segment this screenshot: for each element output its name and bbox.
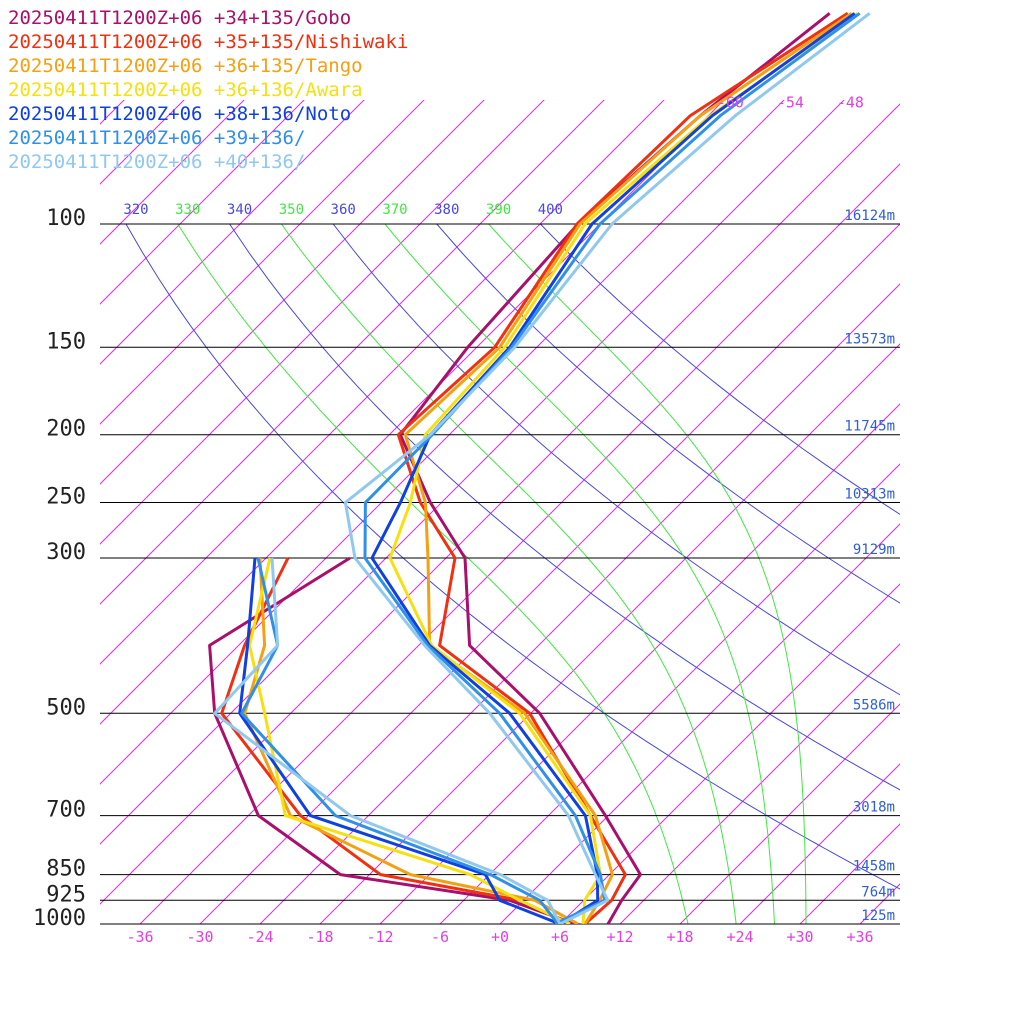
isotherm xyxy=(259,283,900,924)
x-tick-label: -30 xyxy=(186,928,213,946)
legend-entry: 20250411T1200Z+06 +36+136/Awara xyxy=(8,79,363,101)
moist-adiabat xyxy=(280,224,737,924)
isotherm xyxy=(100,103,900,905)
isotherm xyxy=(379,403,900,924)
x-tick-label: +36 xyxy=(846,928,873,946)
x-tick-label: +6 xyxy=(551,928,569,946)
legend-entry: 20250411T1200Z+06 +36+135/Tango xyxy=(8,55,363,77)
labels: -36 -30 -24 -18 -12 -6 +0 +6 +12 +18 +24 +30 +36 -60 -… xyxy=(8,7,895,946)
height-label: 764m xyxy=(861,884,895,900)
isotherm xyxy=(619,643,900,924)
x-tick-label: -6 xyxy=(431,928,449,946)
isotherm xyxy=(100,100,425,425)
dewpoint-line xyxy=(208,556,576,924)
isotherm xyxy=(439,463,900,924)
isotherm xyxy=(100,100,245,245)
x-tick-label: +18 xyxy=(666,928,693,946)
temperature-line xyxy=(403,12,853,924)
isotherm xyxy=(100,100,185,185)
height-label: 11745m xyxy=(844,419,895,435)
x-tick-label: +24 xyxy=(726,928,753,946)
y-tick-label: 850 xyxy=(46,857,86,882)
height-label: 5586m xyxy=(853,697,895,713)
legend-entry: 20250411T1200Z+06 +34+135/Gobo xyxy=(8,7,351,29)
temperature-line xyxy=(396,12,849,924)
temperature-line xyxy=(370,12,856,924)
dry-adiabat xyxy=(540,224,900,515)
isotherm-label: -48 xyxy=(837,94,864,112)
isotherms xyxy=(100,0,1024,924)
isotherm xyxy=(100,100,545,545)
profiles xyxy=(208,12,871,924)
isotherm-label: -54 xyxy=(777,94,804,112)
isotherm xyxy=(100,100,305,305)
temperature-line xyxy=(343,12,871,924)
y-tick-label: 925 xyxy=(46,882,86,907)
dewpoint-line xyxy=(243,557,579,924)
height-label: 1458m xyxy=(853,859,895,875)
theta-label: 360 xyxy=(331,202,356,218)
dewpoint-line xyxy=(248,557,571,924)
x-tick-label: -18 xyxy=(306,928,333,946)
moist-adiabat xyxy=(384,224,775,924)
pressure-grid xyxy=(100,223,900,925)
dewpoint-line xyxy=(238,557,561,924)
dry-adiabat xyxy=(229,224,900,791)
dewpoint-line xyxy=(213,557,562,924)
theta-label: 370 xyxy=(382,202,407,218)
height-label: 3018m xyxy=(853,800,895,816)
temperature-line xyxy=(388,12,859,924)
height-label: 10313m xyxy=(844,487,895,503)
x-tick-label: +30 xyxy=(786,928,813,946)
isotherm xyxy=(100,100,605,605)
legend-entry: 20250411T1200Z+06 +38+136/Noto xyxy=(8,103,351,125)
theta-label: 380 xyxy=(434,202,459,218)
isotherm xyxy=(319,343,900,924)
y-tick-label: 250 xyxy=(46,485,86,510)
isotherm xyxy=(559,583,900,924)
theta-label: 390 xyxy=(486,202,511,218)
y-tick-label: 150 xyxy=(46,329,86,354)
y-tick-label: 700 xyxy=(46,798,86,823)
isotherm-label: -60 xyxy=(717,94,744,112)
theta-label: 320 xyxy=(123,202,148,218)
isotherm xyxy=(100,100,785,785)
isotherm xyxy=(859,883,900,924)
theta-label: 350 xyxy=(279,202,304,218)
isotherm xyxy=(100,100,665,665)
isotherm xyxy=(100,100,365,365)
y-tick-label: 100 xyxy=(46,206,86,231)
x-tick-label: +0 xyxy=(491,928,509,946)
y-tick-label: 300 xyxy=(46,540,86,565)
isotherm xyxy=(739,763,900,924)
x-tick-label: -12 xyxy=(366,928,393,946)
height-label: 125m xyxy=(861,908,895,924)
y-tick-label: 200 xyxy=(46,417,86,442)
height-label: 9129m xyxy=(853,542,895,558)
theta-label: 330 xyxy=(175,202,200,218)
isotherm xyxy=(499,523,900,924)
theta-label: 400 xyxy=(538,202,563,218)
isotherm xyxy=(199,223,900,924)
height-label: 16124m xyxy=(844,208,895,224)
y-tick-label: 1000 xyxy=(33,906,86,931)
x-tick-label: +12 xyxy=(606,928,633,946)
isotherm xyxy=(100,100,485,485)
legend-entry: 20250411T1200Z+06 +35+135/Nishiwaki xyxy=(8,31,408,53)
theta-label: 340 xyxy=(227,202,252,218)
isotherm xyxy=(679,703,900,924)
legend-entry: 20250411T1200Z+06 +40+136/ xyxy=(8,151,305,173)
height-label: 13573m xyxy=(844,331,895,347)
isotherm xyxy=(920,0,1024,924)
y-tick-label: 500 xyxy=(46,695,86,720)
temperature-line xyxy=(363,12,861,924)
x-tick-label: -36 xyxy=(126,928,153,946)
dry-adiabat xyxy=(332,224,900,696)
legend-entry: 20250411T1200Z+06 +39+136/ xyxy=(8,127,305,149)
x-tick-label: -24 xyxy=(246,928,273,946)
isotherm xyxy=(100,100,845,845)
isotherm xyxy=(799,823,900,924)
